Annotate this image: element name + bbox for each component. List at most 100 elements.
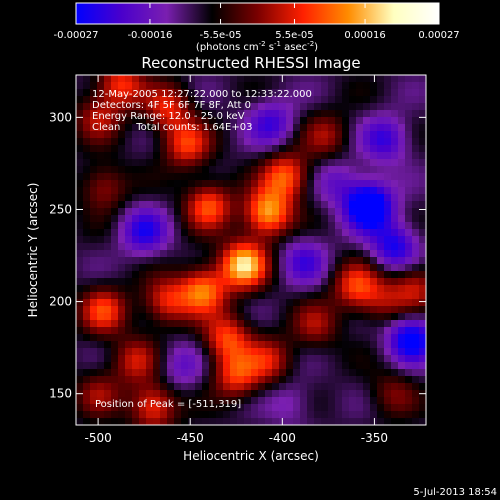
heatmap-cell <box>111 243 119 251</box>
heatmap-cell <box>328 152 336 160</box>
heatmap-cell <box>76 145 84 153</box>
heatmap-cell <box>258 418 266 425</box>
heatmap-cell <box>356 180 364 188</box>
heatmap-cell <box>146 271 154 279</box>
heatmap-cell <box>146 173 154 181</box>
heatmap-cell <box>181 264 189 272</box>
heatmap-cell <box>335 173 343 181</box>
heatmap-cell <box>258 138 266 146</box>
heatmap-cell <box>209 376 217 384</box>
heatmap-cell <box>132 348 140 356</box>
heatmap-cell <box>356 278 364 286</box>
heatmap-cell <box>335 334 343 342</box>
heatmap-cell <box>265 390 273 398</box>
heatmap-cell <box>419 397 426 405</box>
heatmap-cell <box>356 355 364 363</box>
heatmap-cell <box>181 222 189 230</box>
heatmap-cell <box>258 271 266 279</box>
heatmap-cell <box>412 271 420 279</box>
heatmap-cell <box>258 229 266 237</box>
heatmap-cell <box>132 145 140 153</box>
heatmap-cell <box>265 383 273 391</box>
heatmap-cell <box>279 390 287 398</box>
heatmap-cell <box>139 404 147 412</box>
heatmap-cell <box>188 278 196 286</box>
heatmap-cell <box>349 194 357 202</box>
heatmap-cell <box>405 166 413 174</box>
heatmap-cell <box>405 306 413 314</box>
heatmap-cell <box>363 376 371 384</box>
heatmap-cell <box>384 355 392 363</box>
heatmap-cell <box>328 138 336 146</box>
heatmap-cell <box>90 222 98 230</box>
heatmap-cell <box>90 180 98 188</box>
heatmap-cell <box>293 411 301 419</box>
heatmap-cell <box>342 103 350 111</box>
heatmap-cell <box>391 82 399 90</box>
heatmap-cell <box>377 96 385 104</box>
heatmap-cell <box>398 124 406 132</box>
heatmap-cell <box>335 348 343 356</box>
heatmap-cell <box>188 194 196 202</box>
heatmap-cell <box>167 96 175 104</box>
heatmap-cell <box>300 166 308 174</box>
heatmap-cell <box>209 243 217 251</box>
heatmap-cell <box>405 341 413 349</box>
heatmap-cell <box>335 404 343 412</box>
heatmap-cell <box>419 348 426 356</box>
heatmap-cell <box>244 390 252 398</box>
heatmap-cell <box>321 131 329 139</box>
heatmap-cell <box>90 215 98 223</box>
heatmap-cell <box>167 82 175 90</box>
heatmap-cell <box>279 243 287 251</box>
heatmap-cell <box>342 173 350 181</box>
heatmap-cell <box>223 159 231 167</box>
heatmap-cell <box>118 152 126 160</box>
heatmap-cell <box>356 166 364 174</box>
heatmap-cell <box>314 257 322 265</box>
heatmap-cell <box>279 348 287 356</box>
heatmap-cell <box>167 306 175 314</box>
heatmap-cell <box>230 278 238 286</box>
heatmap-cell <box>328 82 336 90</box>
heatmap-cell <box>76 376 84 384</box>
heatmap-cell <box>398 341 406 349</box>
heatmap-cell <box>188 348 196 356</box>
heatmap-cell <box>356 145 364 153</box>
heatmap-cell <box>90 89 98 97</box>
heatmap-cell <box>174 173 182 181</box>
heatmap-cell <box>181 390 189 398</box>
heatmap-cell <box>202 292 210 300</box>
heatmap-cell <box>412 180 420 188</box>
heatmap-image <box>76 75 426 425</box>
heatmap-cell <box>76 320 84 328</box>
heatmap-cell <box>125 145 133 153</box>
heatmap-cell <box>370 404 378 412</box>
heatmap-cell <box>265 313 273 321</box>
heatmap-cell <box>202 320 210 328</box>
heatmap-cell <box>237 299 245 307</box>
heatmap-cell <box>76 348 84 356</box>
heatmap-cell <box>195 292 203 300</box>
heatmap-cell <box>167 257 175 265</box>
heatmap-cell <box>363 243 371 251</box>
heatmap-cell <box>258 124 266 132</box>
heatmap-cell <box>398 411 406 419</box>
heatmap-cell <box>398 180 406 188</box>
heatmap-cell <box>377 257 385 265</box>
heatmap-cell <box>132 222 140 230</box>
heatmap-cell <box>139 152 147 160</box>
heatmap-cell <box>272 362 280 370</box>
heatmap-cell <box>195 96 203 104</box>
heatmap-cell <box>230 355 238 363</box>
heatmap-cell <box>97 110 105 118</box>
heatmap-cell <box>83 124 91 132</box>
heatmap-cell <box>377 82 385 90</box>
heatmap-cell <box>419 257 426 265</box>
heatmap-cell <box>300 348 308 356</box>
heatmap-cell <box>265 264 273 272</box>
heatmap-cell <box>76 278 84 286</box>
heatmap-cell <box>195 390 203 398</box>
heatmap-cell <box>286 285 294 293</box>
heatmap-cell <box>244 278 252 286</box>
